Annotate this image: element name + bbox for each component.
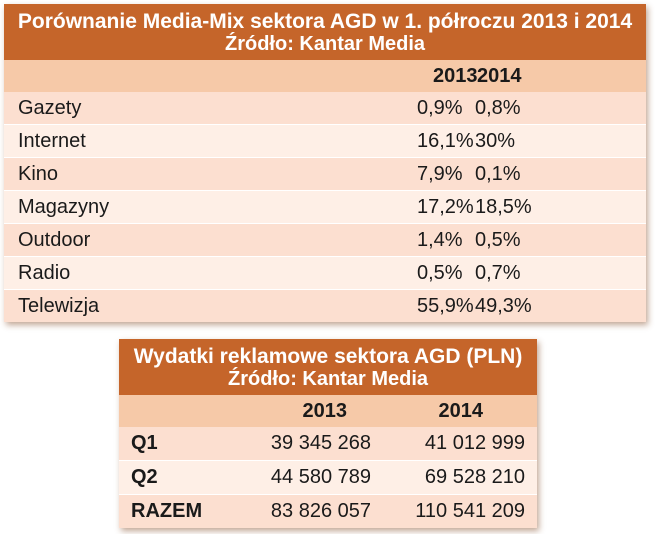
value-2013: 44 580 789 xyxy=(249,460,379,495)
row-label: RAZEM xyxy=(119,494,249,528)
row-label: Kino xyxy=(4,157,204,191)
media-mix-source: Źródło: Kantar Media xyxy=(4,33,646,60)
table-row: Q2 44 580 789 69 528 210 xyxy=(119,460,538,495)
year-header-2013: 2013 xyxy=(204,60,478,92)
year-header-empty xyxy=(119,395,249,427)
row-label: Magazyny xyxy=(4,190,204,224)
value-2013: 1,4% xyxy=(204,223,463,257)
media-mix-title-row: Porównanie Media-Mix sektora AGD w 1. pó… xyxy=(4,4,646,33)
ad-spend-source-row: Źródło: Kantar Media xyxy=(119,368,538,395)
row-label: Internet xyxy=(4,124,204,158)
row-label: Q2 xyxy=(119,460,249,495)
value-2014: 0,1% xyxy=(449,157,646,191)
value-2014: 41 012 999 xyxy=(379,427,538,461)
table-row: Kino 7,9% 0,1% xyxy=(4,157,646,191)
media-mix-source-row: Źródło: Kantar Media xyxy=(4,33,646,60)
year-header-2014: 2014 xyxy=(449,60,646,92)
ad-spend-title: Wydatki reklamowe sektora AGD (PLN) xyxy=(119,339,538,368)
value-2013: 39 345 268 xyxy=(249,427,379,461)
media-mix-table: Porównanie Media-Mix sektora AGD w 1. pó… xyxy=(4,4,646,322)
value-2014: 0,8% xyxy=(449,92,646,125)
row-label: Outdoor xyxy=(4,223,204,257)
year-header-2013: 2013 xyxy=(249,395,379,427)
value-2013: 0,5% xyxy=(204,256,463,290)
value-2014: 110 541 209 xyxy=(379,494,538,528)
value-2014: 69 528 210 xyxy=(379,460,538,495)
value-2013: 17,2% xyxy=(204,190,474,224)
value-2013: 55,9% xyxy=(204,289,474,322)
ad-spend-year-header: 2013 2014 xyxy=(119,395,538,427)
value-2013: 0,9% xyxy=(204,92,463,125)
table-row: Outdoor 1,4% 0,5% xyxy=(4,223,646,257)
value-2014: 49,3% xyxy=(449,289,646,322)
media-mix-year-header: 2013 2014 xyxy=(4,60,646,92)
ad-spend-table: Wydatki reklamowe sektora AGD (PLN) Źród… xyxy=(119,339,538,528)
ad-spend-source: Źródło: Kantar Media xyxy=(119,368,538,395)
table-row: Telewizja 55,9% 49,3% xyxy=(4,289,646,322)
row-label: Radio xyxy=(4,256,204,290)
row-label: Telewizja xyxy=(4,289,204,322)
value-2014: 18,5% xyxy=(449,190,646,224)
value-2014: 0,5% xyxy=(449,223,646,257)
ad-spend-title-row: Wydatki reklamowe sektora AGD (PLN) xyxy=(119,339,538,368)
year-header-2014: 2014 xyxy=(379,395,538,427)
row-label: Q1 xyxy=(119,427,249,461)
table-row: Q1 39 345 268 41 012 999 xyxy=(119,427,538,461)
value-2014: 30% xyxy=(449,124,646,158)
row-label: Gazety xyxy=(4,92,204,125)
value-2013: 7,9% xyxy=(204,157,463,191)
media-mix-title: Porównanie Media-Mix sektora AGD w 1. pó… xyxy=(4,4,646,33)
table-row: RAZEM 83 826 057 110 541 209 xyxy=(119,494,538,528)
value-2013: 83 826 057 xyxy=(249,494,379,528)
table-row: Magazyny 17,2% 18,5% xyxy=(4,190,646,224)
value-2013: 16,1% xyxy=(204,124,474,158)
table-row: Internet 16,1% 30% xyxy=(4,124,646,158)
table-row: Gazety 0,9% 0,8% xyxy=(4,92,646,125)
table-row: Radio 0,5% 0,7% xyxy=(4,256,646,290)
value-2014: 0,7% xyxy=(449,256,646,290)
year-header-empty xyxy=(4,60,204,92)
